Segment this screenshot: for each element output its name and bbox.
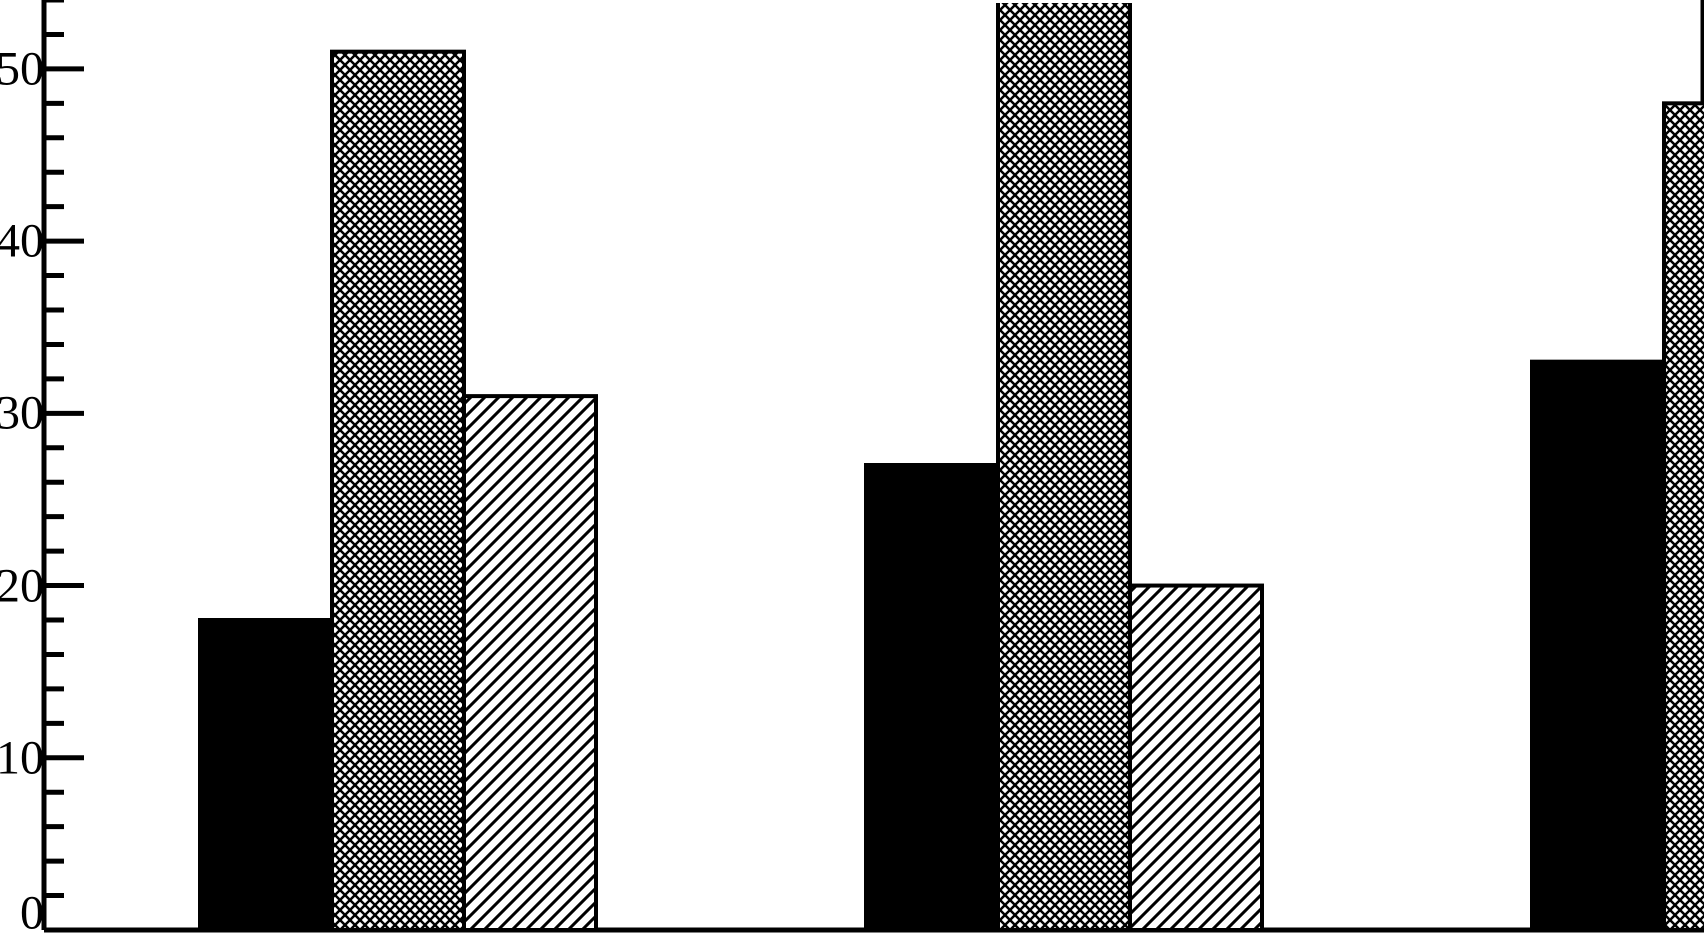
bar-series-crosshatch-g2 [1664, 103, 1704, 930]
y-tick-label: 40 [0, 214, 44, 269]
y-tick-label: 10 [0, 730, 44, 785]
bar-series-diag-g1 [1130, 586, 1262, 930]
bar-series-crosshatch-g0 [332, 52, 464, 930]
y-tick-label: 0 [20, 886, 44, 941]
bar-series-diag-g0 [464, 396, 596, 930]
bar-series-solid-g2 [1532, 362, 1664, 930]
y-tick-label: 20 [0, 558, 44, 613]
bar-chart: 0 10 20 30 40 50 [0, 0, 1704, 947]
bar-series-crosshatch-g1 [998, 0, 1130, 930]
bars-layer [200, 0, 1704, 930]
y-tick-label: 50 [0, 41, 44, 96]
y-tick-label: 30 [0, 386, 44, 441]
bar-series-solid-g1 [866, 465, 998, 930]
bar-series-solid-g0 [200, 620, 332, 930]
chart-svg [0, 0, 1704, 947]
